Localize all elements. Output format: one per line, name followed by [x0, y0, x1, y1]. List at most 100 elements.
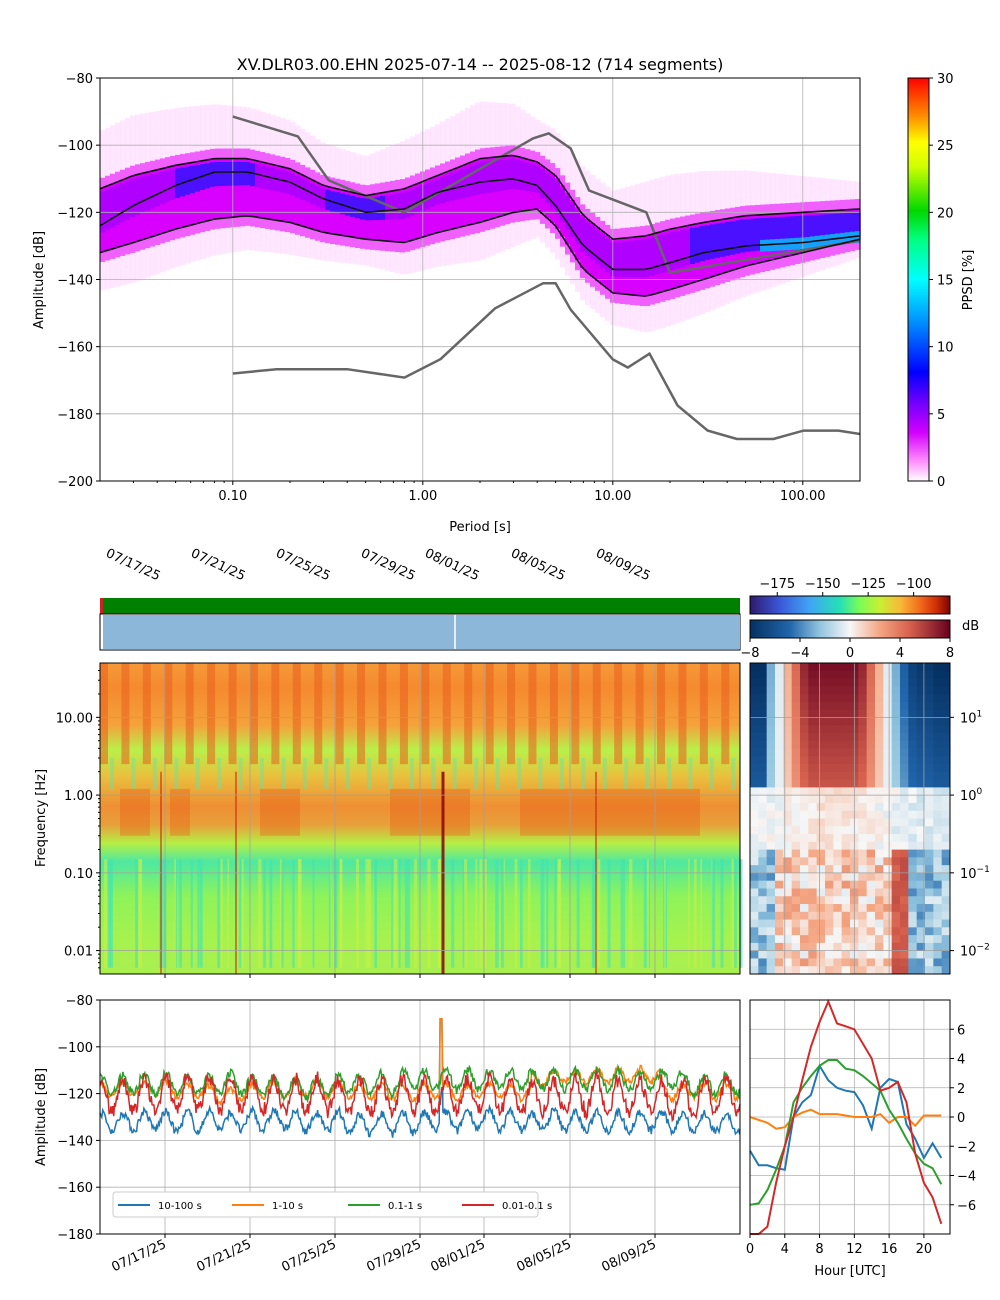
diurnal-cell: [766, 896, 776, 905]
ppsd-band-core: [590, 226, 596, 261]
ppsd-band-core: [145, 175, 151, 211]
diurnal-cell: [783, 732, 793, 742]
diurnal-cell: [875, 732, 884, 742]
diurnal-cell: [783, 810, 793, 819]
diurnal-cell: [866, 950, 876, 959]
diurnal-cell: [816, 686, 826, 695]
diurnal-cell: [808, 927, 818, 936]
diurnal-cell: [816, 810, 826, 819]
diurnal-cell: [916, 678, 926, 687]
ppsd-band-core: [555, 181, 561, 215]
diurnal-cell: [900, 927, 909, 936]
diurnal-cell: [925, 818, 934, 827]
diurnal-cell: [891, 857, 901, 866]
diurnal-cell: [866, 927, 876, 936]
diurnal-cell: [891, 904, 901, 913]
diurnal-cell: [783, 779, 793, 788]
diurnal-cell: [775, 958, 784, 967]
ppsd-ytick-label: −200: [57, 475, 93, 490]
diurnal-cell: [933, 904, 943, 913]
diurnal-cell: [800, 740, 809, 749]
spec-lowfreq-stripe: [688, 859, 690, 968]
diurnal-cell: [758, 966, 768, 975]
diurnal-cell: [791, 787, 801, 796]
diurnal-cell: [933, 670, 943, 679]
diurnal-curve-3: [750, 998, 943, 1235]
diurnal-cell: [800, 686, 809, 695]
diurnal-cell: [800, 958, 809, 967]
diurnal-cell: [883, 717, 893, 726]
diurnal-cell: [808, 670, 818, 679]
diurnal-cell: [800, 709, 809, 718]
diurnal-cell: [750, 942, 759, 952]
ppsd-band-core: [550, 176, 556, 209]
ppsd-band-core: [765, 217, 771, 250]
diurnal-cell: [800, 764, 809, 773]
diurnal-cell: [791, 927, 801, 936]
diurnal-cell: [900, 904, 909, 913]
diurnal-cell: [775, 740, 784, 749]
diurnal-cell: [825, 725, 834, 734]
spec-microseism-patch: [560, 788, 700, 836]
ppsd-band-core: [715, 223, 721, 258]
diurnal-cell: [883, 810, 893, 819]
diurnal-cell: [816, 888, 826, 897]
diurnal-cell: [941, 872, 951, 882]
diurnal-cell: [941, 880, 951, 889]
diurnal-cell: [825, 701, 834, 711]
diurnal-cell: [941, 694, 951, 703]
diurnal-cell: [858, 795, 868, 804]
spec-lowfreq-stripe: [541, 859, 545, 968]
diurnal-cell: [816, 725, 826, 734]
spec-lowfreq-stripe: [109, 859, 113, 968]
spec-lowfreq-stripe: [258, 859, 262, 968]
diurnal-axes: 10−2 10−1 100 101: [950, 709, 990, 960]
ppsd-band-core: [685, 228, 691, 266]
diurnal-cell: [908, 663, 918, 672]
diurnal-cell: [841, 958, 851, 967]
diurnal-cell: [875, 701, 884, 711]
diurnal-cell: [800, 701, 809, 711]
diurnal-cell: [775, 670, 784, 679]
diurnal-cell: [750, 663, 759, 672]
diurnal-cell: [866, 701, 876, 711]
diurnal-cell: [891, 709, 901, 718]
diurnal-cell: [783, 717, 793, 726]
diurnal-cell: [866, 764, 876, 773]
diurnal-cell: [758, 701, 768, 711]
ppsd-band-mid: [285, 168, 291, 223]
ppsd-band-core: [245, 161, 251, 186]
diurnal-cell: [791, 888, 801, 897]
diurnal-cell: [916, 826, 926, 835]
ppsd-band-core: [135, 177, 141, 215]
diurnal-cell: [916, 904, 926, 913]
diurnal-cell: [800, 826, 809, 835]
diurnal-cell: [883, 732, 893, 742]
diurnal-cell: [750, 919, 759, 928]
diurnal-cell: [900, 958, 909, 967]
diurnal-cell: [841, 663, 851, 672]
spec-lowfreq-stripe: [598, 859, 601, 968]
diurnal-cell: [883, 872, 893, 882]
top-date-label: 08/09/25: [593, 546, 652, 584]
diurnal-cell: [758, 942, 768, 952]
diurnal-cell: [808, 958, 818, 967]
diurnal-cell: [775, 717, 784, 726]
diurnal-cell: [933, 709, 943, 718]
dc-xtick-label: 0: [746, 1242, 754, 1257]
spec-day-stripe: [507, 663, 516, 765]
diurnal-cell: [825, 880, 834, 889]
band-line-0: [99, 1017, 741, 1138]
spec-lowfreq-stripe: [484, 859, 487, 968]
diurnal-cell: [908, 709, 918, 718]
diurnal-cell: [750, 826, 759, 835]
spec-lowfreq-stripe: [495, 859, 499, 968]
spec-day-stripe: [100, 663, 108, 765]
diurnal-cell: [900, 764, 909, 773]
band-legend: 10-100 s 1-10 s 0.1-1 s 0.01-0.1 s: [112, 1191, 552, 1218]
diurnal-cell: [941, 896, 951, 905]
diurnal-cell: [783, 919, 793, 928]
band-timeseries-plot: −180 −160 −140 −120 −100 −80 07/17/25 07/21/25 0…: [57, 994, 741, 1275]
spec-day-stripe: [399, 663, 408, 765]
diurnal-cell: [783, 841, 793, 850]
